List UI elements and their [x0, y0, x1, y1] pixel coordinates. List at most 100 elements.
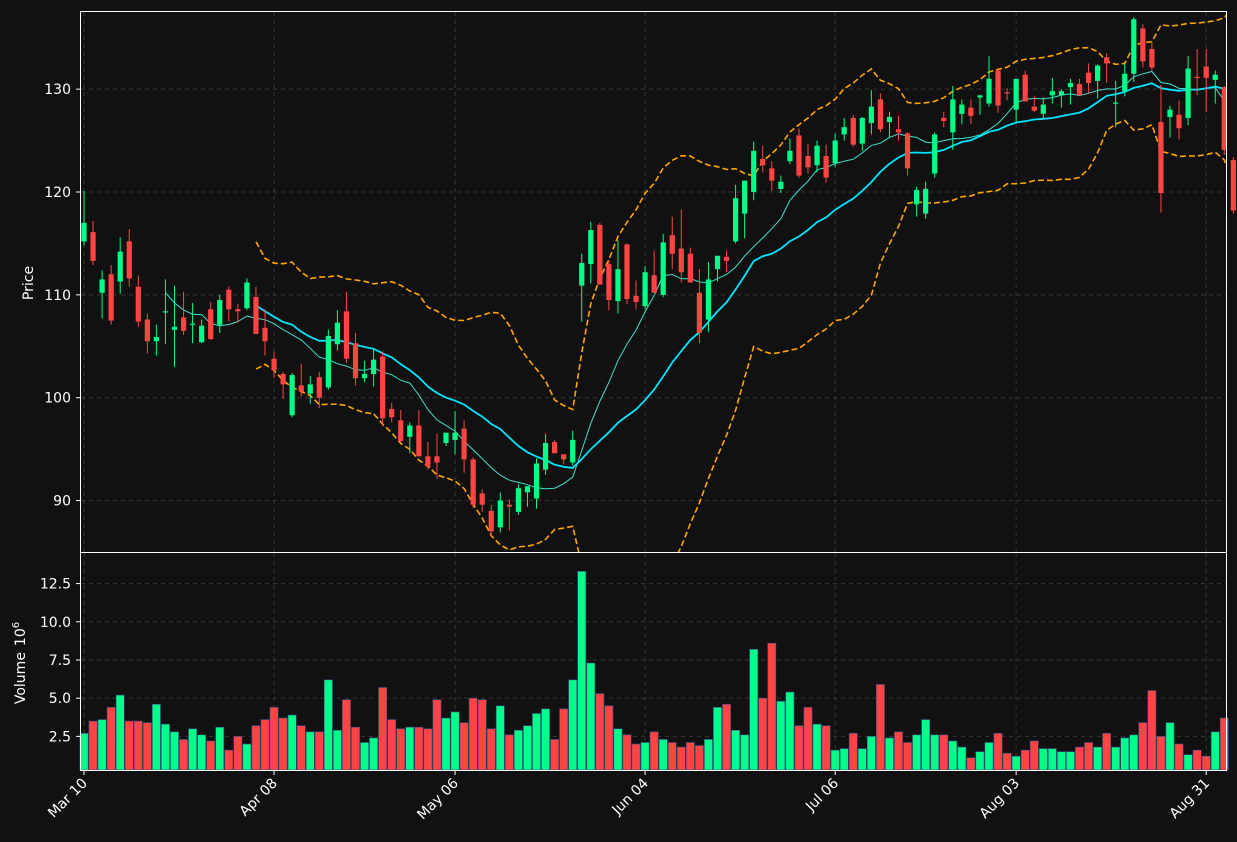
candle-body	[380, 356, 386, 419]
volume-bar	[269, 707, 279, 771]
price-tick-label: 110	[44, 288, 71, 304]
candle-body	[1085, 72, 1092, 83]
volume-bar	[749, 648, 759, 771]
candle-body	[343, 311, 350, 359]
candle-body	[669, 235, 675, 254]
volume-bar	[1093, 746, 1102, 771]
candle-body	[832, 140, 838, 164]
candle-body	[452, 432, 458, 440]
candle-body	[660, 242, 666, 295]
volume-bar	[414, 726, 424, 771]
candle-body	[1221, 87, 1227, 150]
candle-body	[705, 279, 712, 320]
candle-body	[1013, 78, 1019, 110]
volume-bar	[523, 725, 532, 771]
candle-body	[190, 323, 196, 325]
volume-scale-base: 10	[13, 628, 29, 646]
candle-body	[742, 180, 748, 214]
candle-body	[515, 488, 521, 512]
volume-bar	[577, 571, 587, 771]
candle-body	[615, 269, 621, 302]
volume-bar	[477, 699, 487, 771]
candle-body	[895, 129, 902, 133]
volume-bar	[568, 679, 578, 771]
candle-body	[796, 135, 802, 176]
candle-body	[932, 134, 938, 174]
candle-body	[416, 425, 422, 457]
candle-body	[235, 309, 241, 312]
volume-bar	[1192, 749, 1202, 771]
candle-body	[171, 326, 178, 330]
volume-bar	[1165, 722, 1175, 771]
volume-bar	[1075, 746, 1084, 771]
candle-body	[778, 181, 784, 189]
volume-bar	[812, 723, 822, 771]
volume-bar	[1029, 740, 1039, 771]
volume-bar	[685, 742, 695, 771]
candle-body	[1131, 19, 1137, 74]
candle-body	[425, 456, 431, 467]
volume-bar	[821, 725, 831, 771]
candle-body	[1149, 49, 1155, 68]
volume-bar	[450, 711, 460, 771]
volume-bar	[387, 719, 397, 771]
volume-bar	[197, 734, 207, 771]
candle-body	[633, 295, 639, 303]
candle-body	[1067, 82, 1074, 88]
candle-body	[90, 232, 96, 261]
candle-body	[877, 99, 883, 130]
candle-body	[180, 317, 187, 331]
volume-bar	[468, 697, 478, 771]
volume-bar	[504, 734, 514, 771]
candle-body	[389, 409, 395, 418]
candle-body	[651, 275, 657, 293]
volume-bar	[993, 733, 1003, 771]
volume-panel: 2.5 5.0 7.5 10.0 12.5 Volume 106	[11, 552, 1229, 771]
candle-body	[968, 107, 974, 116]
candle-body	[995, 70, 1001, 106]
volume-bar	[486, 728, 496, 771]
candle-body	[570, 439, 576, 463]
volume-bar	[776, 700, 786, 771]
candle-body	[959, 104, 965, 114]
volume-panel-frame	[80, 552, 1227, 771]
volume-bar	[1111, 746, 1121, 771]
candle-body	[271, 358, 277, 370]
candle-body	[117, 251, 123, 282]
volume-bar	[830, 749, 840, 771]
candle-body	[986, 78, 992, 104]
bollinger-upper-band	[255, 14, 1226, 411]
volume-bar	[459, 722, 469, 771]
candle-body	[950, 99, 956, 133]
candle-body	[479, 493, 485, 505]
candle-body	[1203, 66, 1209, 78]
volume-bar	[106, 707, 116, 771]
candle-body	[434, 456, 440, 463]
candle-body	[443, 432, 449, 443]
volume-bar	[957, 746, 967, 771]
volume-bar	[1210, 731, 1220, 771]
volume-axis-title: Volume	[13, 652, 29, 704]
volume-bar	[885, 737, 894, 771]
volume-bar	[640, 742, 650, 771]
bollinger-lower-band	[255, 119, 1226, 552]
volume-bar	[541, 708, 550, 771]
volume-bar	[948, 740, 958, 771]
volume-bar	[115, 694, 125, 771]
candle-body	[289, 375, 295, 416]
volume-bar	[224, 749, 234, 771]
candle-body	[552, 441, 558, 454]
candle-body	[488, 510, 494, 532]
volume-bar	[296, 725, 306, 771]
volume-bar	[441, 717, 451, 771]
volume-bar	[984, 742, 994, 771]
candle-body	[868, 106, 874, 124]
candle-body	[325, 336, 331, 388]
volume-bar	[1183, 754, 1193, 771]
candle-body	[126, 241, 132, 279]
candlesticks	[81, 17, 1236, 536]
candle-body	[914, 189, 920, 205]
candle-body	[542, 442, 549, 470]
price-tick-label: 100	[44, 391, 71, 407]
candle-body	[199, 325, 205, 343]
